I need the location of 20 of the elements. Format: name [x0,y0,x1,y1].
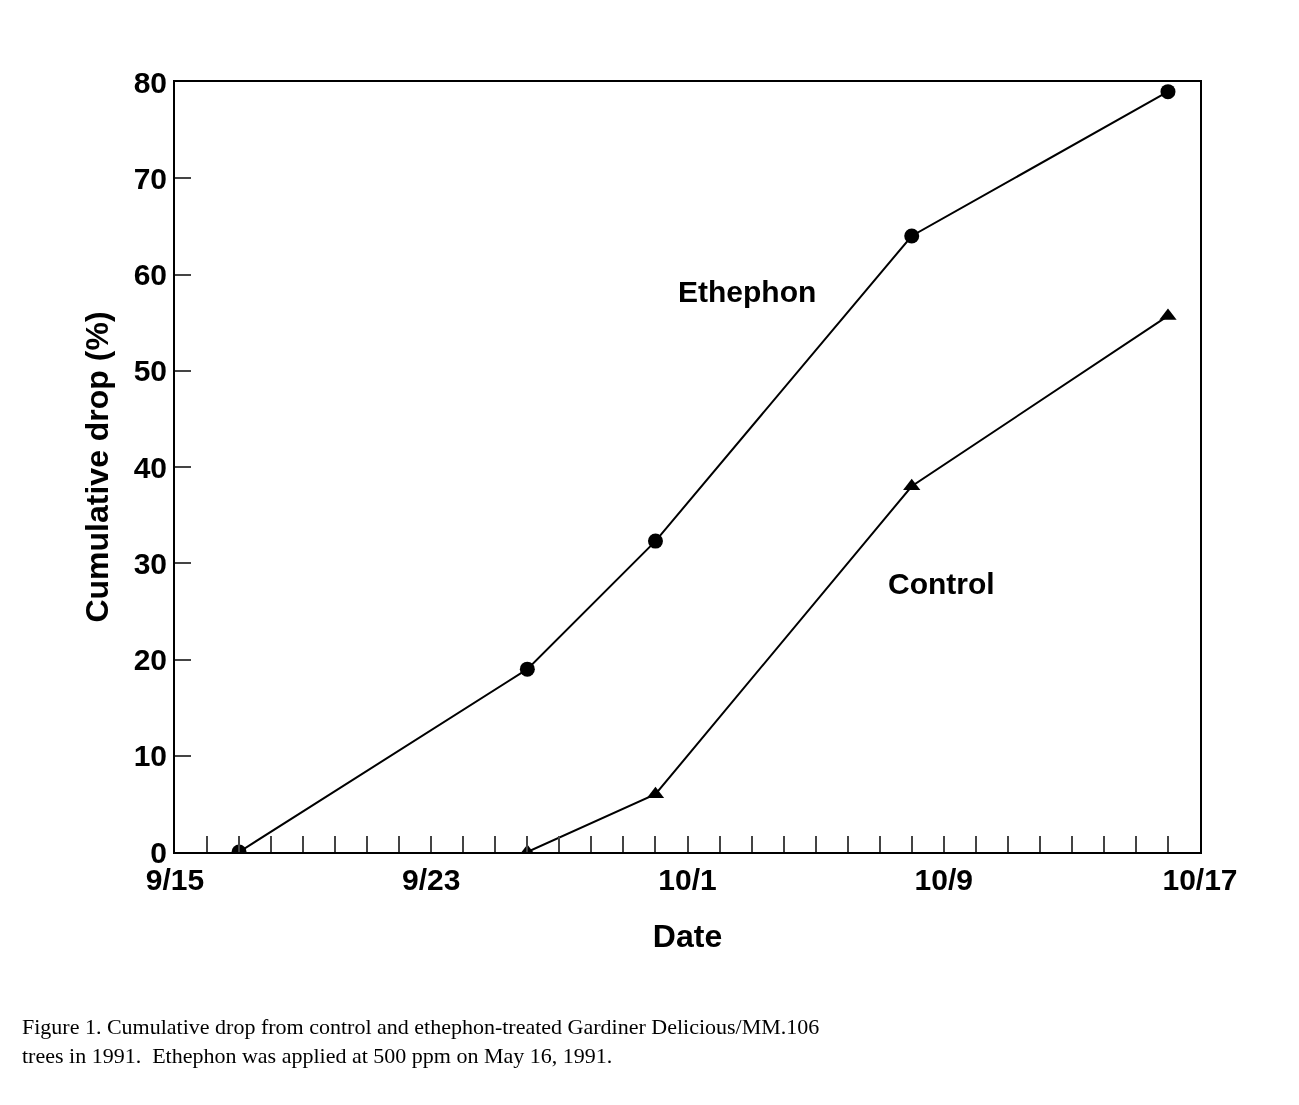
series-label: Ethephon [678,275,817,308]
y-tick-label: 40 [133,450,167,484]
series-label: Control [888,567,995,600]
y-tick-label: 80 [133,65,167,99]
x-axis-title: Date [652,918,723,955]
y-tick-label: 70 [133,161,167,195]
y-tick-label: 10 [133,739,167,773]
point [1160,84,1176,100]
y-tick-label: 20 [133,643,167,676]
y-tick-label: 30 [133,546,167,580]
caption: Figure 1. Cumulative drop from control and ethephon-treated Gardiner Delicious/MM.106 trees in 1991. Ethephon was applied at 500 ppm on May 16, 1991. [22,1014,820,1068]
y-tick-label: 50 [133,354,167,388]
x-tick-label: 10/17 [1162,863,1238,896]
point [647,533,663,549]
x-tick-label: 10/1 [658,863,717,896]
x-tick-label: 10/9 [914,863,973,896]
y-axis-title: Cumulative drop (%) [79,311,116,623]
y-tick-label: 60 [133,258,167,291]
x-tick-label: 9/23 [402,863,461,896]
point [904,228,920,244]
